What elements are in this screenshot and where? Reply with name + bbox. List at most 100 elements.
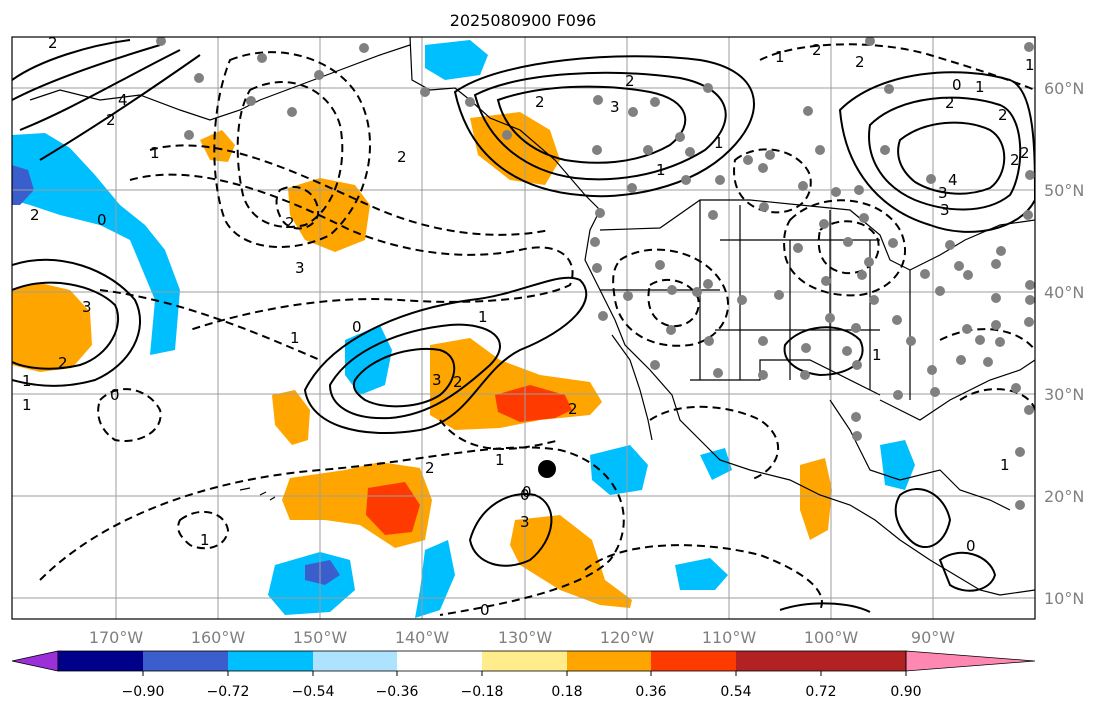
contour-label: 2: [568, 400, 578, 418]
colorbar-tick-label: 0.72: [805, 684, 836, 700]
colorbar-under-triangle: [11, 650, 59, 672]
colorbar-tick-label: −0.54: [292, 684, 335, 700]
contour-label: 2: [1010, 151, 1020, 169]
contour-label: 4: [948, 171, 958, 189]
negative-anomaly-region: [700, 448, 732, 480]
colorbar-tick-label: −0.90: [122, 684, 165, 700]
contour-label: 2: [397, 148, 407, 166]
contour-lines: [12, 39, 1035, 613]
contour-label: 2: [48, 34, 58, 52]
contour-label: 1: [656, 161, 666, 179]
positive-anomaly-region: [12, 283, 92, 372]
contour-label: 3: [295, 259, 305, 277]
positive-anomaly-region: [510, 515, 632, 608]
strong-negative-anomaly-region: [12, 165, 34, 205]
lat-label: 30°N: [1044, 385, 1084, 404]
colorbar-tick-label: −0.72: [207, 684, 250, 700]
contour-label: 2: [1020, 144, 1030, 162]
contour-label: 2: [855, 53, 865, 71]
contour-label: 2: [625, 72, 635, 90]
contour-label: 1: [150, 144, 160, 162]
contour-label: 0: [520, 486, 530, 504]
contour-label: 2: [812, 41, 822, 59]
colorbar-tick-label: 0.54: [720, 684, 751, 700]
colorbar-tick-label: −0.18: [461, 684, 504, 700]
contour-label: 3: [940, 201, 950, 219]
contour-label: 2: [945, 94, 955, 112]
colorbar-over-triangle: [905, 650, 1036, 672]
storm-center-marker: [538, 460, 556, 478]
contour-label: 1: [714, 134, 724, 152]
lat-label: 40°N: [1044, 283, 1084, 302]
contour-label: 1: [200, 531, 210, 549]
contour-label: 1: [22, 372, 32, 390]
colorbar-bin: [313, 651, 397, 671]
lon-label: 90°W: [911, 628, 955, 647]
lon-label: 160°W: [191, 628, 246, 647]
contour-label: 0: [480, 601, 490, 619]
contour-label: 1: [478, 308, 488, 326]
colorbar-bin: [58, 651, 143, 671]
lon-label: 120°W: [600, 628, 655, 647]
colorbar-tick-label: 0.90: [890, 684, 921, 700]
lon-label: 100°W: [804, 628, 859, 647]
negative-anomaly-region: [880, 440, 915, 490]
colorbar-bin: [482, 651, 567, 671]
contour-label: 2: [425, 459, 435, 477]
positive-anomaly-region: [800, 458, 832, 540]
contour-label: 1: [975, 78, 985, 96]
colorbar-tick-label: 0.18: [551, 684, 582, 700]
colorbar: −0.90 −0.72 −0.54 −0.36 −0.18 0.18 0.36 …: [11, 650, 1036, 700]
lat-label: 50°N: [1044, 181, 1084, 200]
contour-label: 0: [966, 537, 976, 555]
contour-label: 0: [110, 386, 120, 404]
contour-label: 2: [998, 106, 1008, 124]
lat-label: 10°N: [1044, 589, 1084, 608]
contour-label: 3: [82, 298, 92, 316]
contour-label: 1: [775, 48, 785, 66]
strong-negative-anomaly-region: [305, 560, 340, 585]
contour-label: 4: [118, 91, 128, 109]
contour-label: 2: [285, 214, 295, 232]
colorbar-bin: [821, 651, 906, 671]
contour-label: 0: [352, 318, 362, 336]
contour-label: 1: [22, 396, 32, 414]
contour-label: 2: [106, 111, 116, 129]
colorbar-bin: [567, 651, 651, 671]
negative-anomaly-region: [675, 558, 728, 590]
contour-label: 3: [520, 513, 530, 531]
lon-label: 170°W: [89, 628, 144, 647]
map-frame: [11, 36, 1036, 620]
colorbar-tick-label: 0.36: [635, 684, 666, 700]
contour-lines-negative: [39, 43, 1035, 616]
positive-anomaly-region: [272, 390, 310, 445]
colorbar-bin: [736, 651, 821, 671]
negative-anomaly-region: [12, 133, 180, 355]
contour-label: 1: [290, 329, 300, 347]
lat-label: 20°N: [1044, 487, 1084, 506]
lon-label: 130°W: [498, 628, 553, 647]
contour-label: 1: [1000, 456, 1010, 474]
map-panel: 2 2 3 2 2 4 2 1 1 0 3 2 1 1 0 1 2 2 3 2 …: [12, 34, 1035, 619]
contour-label-layer: 2 2 3 2 2 4 2 1 1 0 3 2 1 1 0 1 2 2 3 2 …: [22, 34, 1035, 619]
lon-label: 140°W: [395, 628, 450, 647]
contour-label: 3: [938, 184, 948, 202]
graticule: [12, 37, 1035, 619]
contour-label: 1: [1025, 56, 1035, 74]
lat-label: 60°N: [1044, 79, 1084, 98]
contour-label: 0: [97, 211, 107, 229]
coastlines: [29, 37, 1035, 596]
latitude-axis: 60°N 50°N 40°N 30°N 20°N 10°N: [1044, 79, 1084, 608]
colorbar-tick-label: −0.36: [376, 684, 419, 700]
contour-label: 3: [432, 371, 442, 389]
contour-label: 2: [453, 373, 463, 391]
colorbar-bin: [228, 651, 313, 671]
negative-anomaly-region: [590, 445, 648, 495]
colorbar-bin: [143, 651, 228, 671]
station-dots: [156, 37, 1035, 510]
lon-label: 150°W: [293, 628, 348, 647]
colorbar-bin: [651, 651, 736, 671]
contour-label: 0: [952, 76, 962, 94]
strong-positive-anomaly-region: [366, 482, 420, 535]
